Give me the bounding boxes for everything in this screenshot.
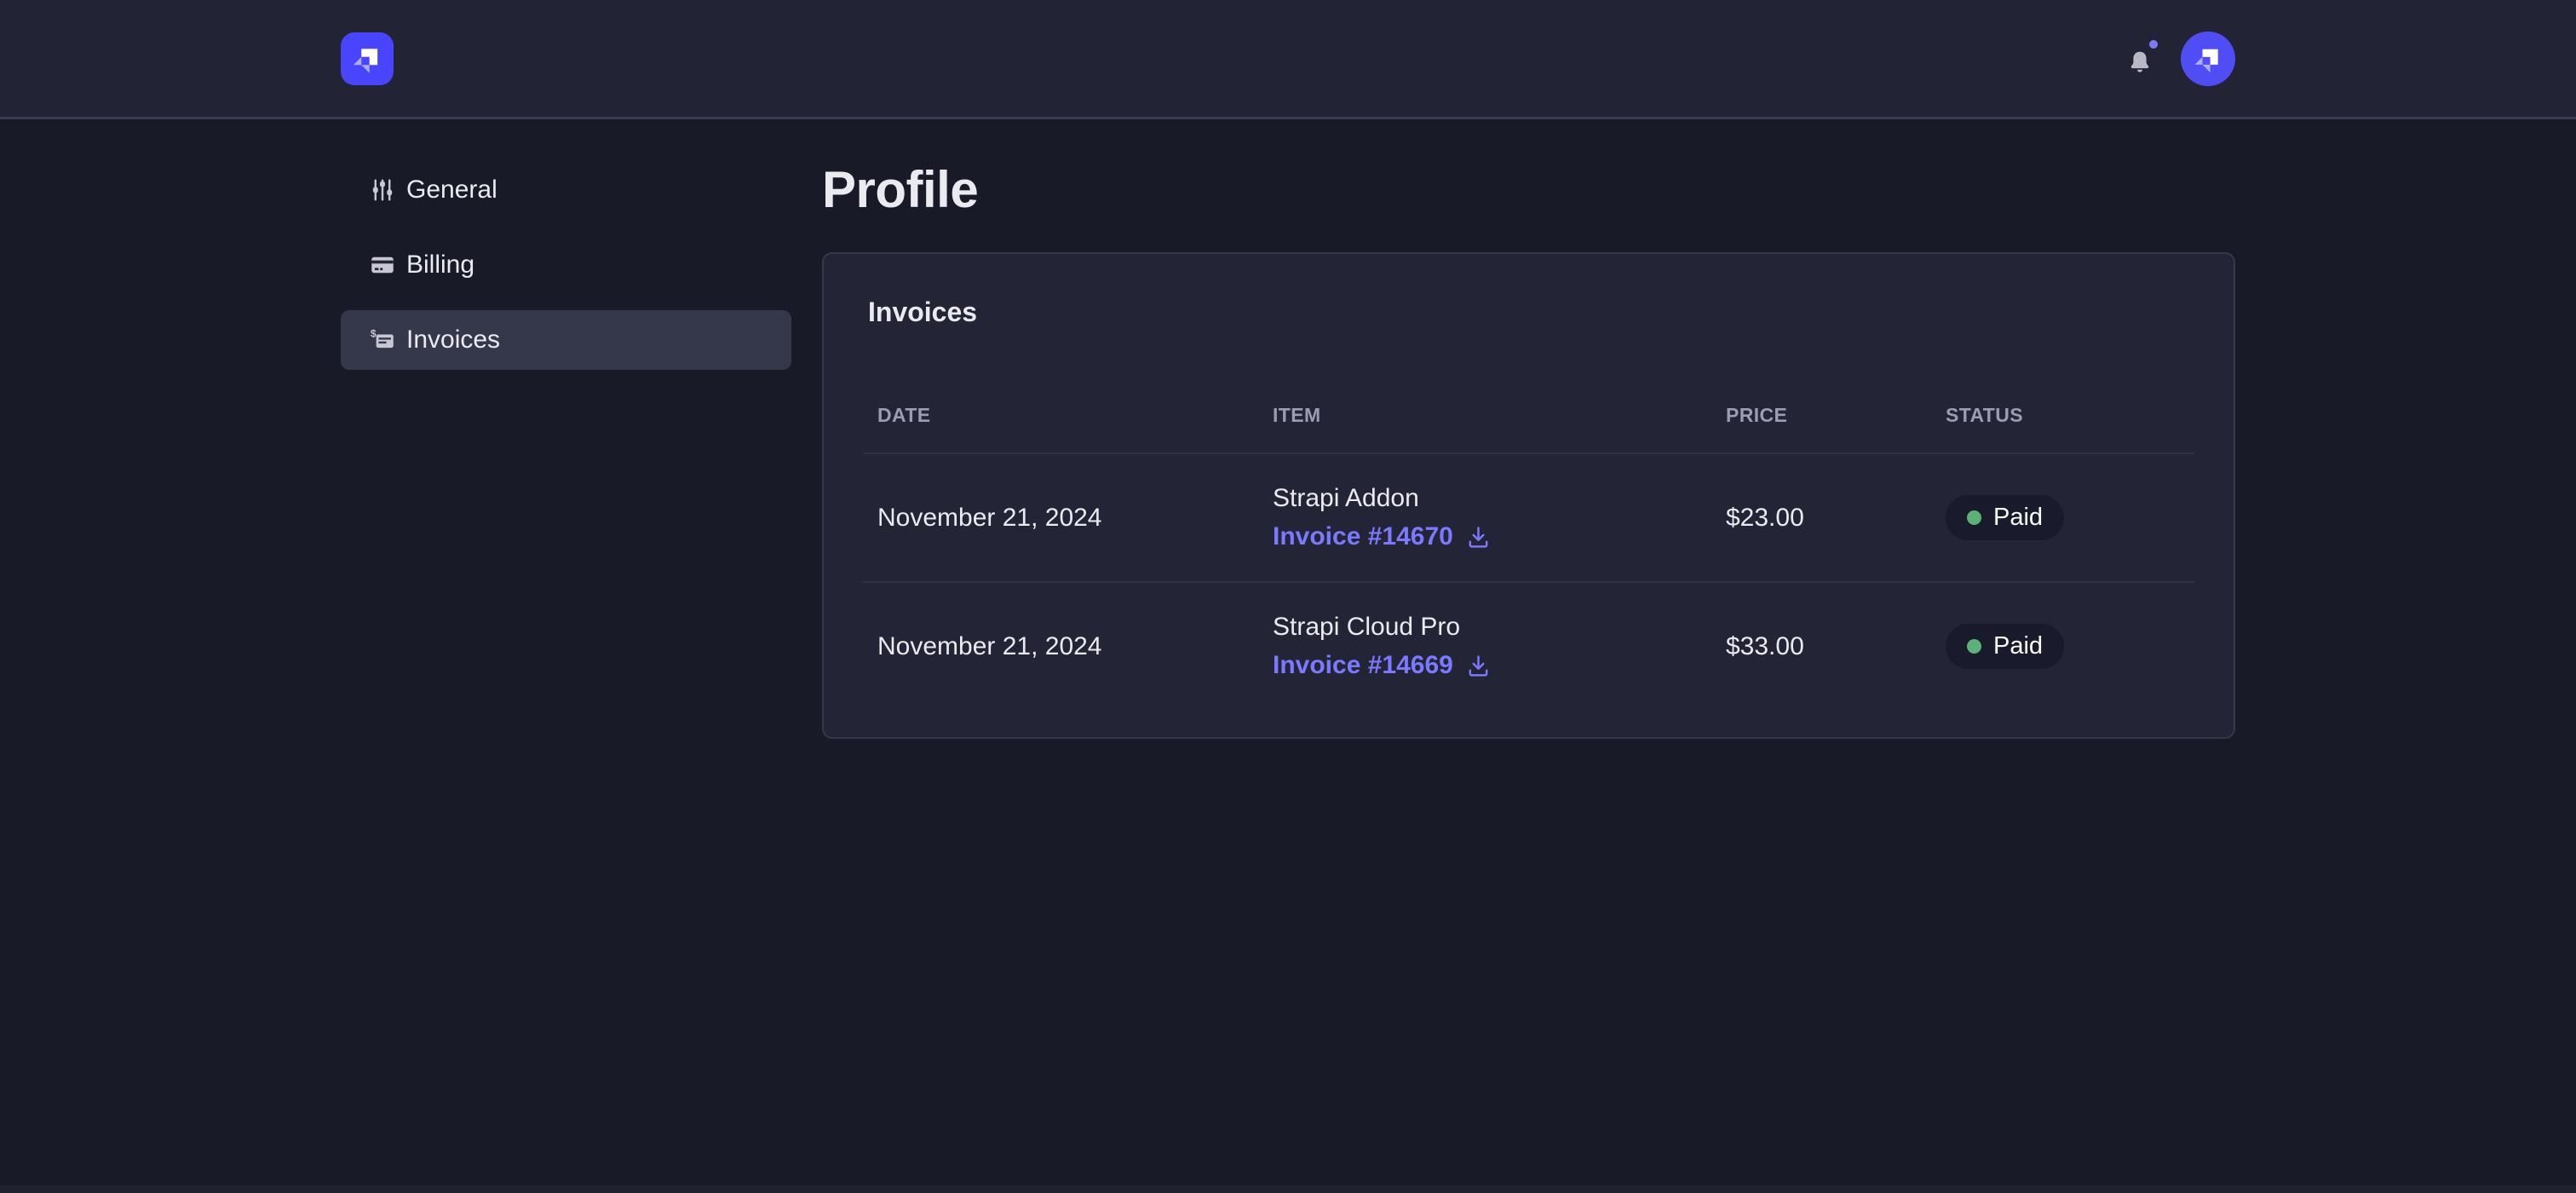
status-label: Paid — [1993, 504, 2044, 531]
invoice-icon: $ — [368, 326, 397, 354]
invoices-card: Invoices Date Item Price Status November… — [822, 252, 2235, 739]
invoice-date: November 21, 2024 — [863, 453, 1258, 583]
invoice-item-name: Strapi Cloud Pro — [1273, 613, 1461, 641]
column-header-price: Price — [1711, 329, 1931, 454]
status-label: Paid — [1993, 632, 2044, 660]
sidebar-item-label: Billing — [406, 251, 475, 279]
settings-sidebar: General Billing $ — [341, 160, 791, 739]
status-dot-icon — [1967, 639, 1981, 654]
sidebar-item-invoices[interactable]: $ Invoices — [341, 310, 791, 370]
strapi-logo[interactable] — [341, 32, 394, 85]
status-badge: Paid — [1946, 495, 2065, 540]
invoice-price: $23.00 — [1711, 453, 1931, 583]
invoices-table: Date Item Price Status November 21, 2024… — [863, 329, 2194, 710]
invoice-download-link[interactable]: Invoice #14669 — [1273, 648, 1492, 683]
column-header-status: Status — [1931, 329, 2194, 454]
column-header-date: Date — [863, 329, 1258, 454]
download-icon — [1469, 526, 1488, 548]
download-icon — [1469, 654, 1488, 677]
sidebar-item-label: General — [406, 176, 497, 204]
sidebar-item-billing[interactable]: Billing — [341, 235, 791, 295]
window-bottom-edge — [0, 1185, 2576, 1193]
status-badge: Paid — [1946, 624, 2065, 669]
sidebar-item-general[interactable]: General — [341, 160, 791, 220]
table-row: November 21, 2024 Strapi Cloud Pro Invoi… — [863, 582, 2194, 710]
adjustments-icon — [368, 176, 397, 205]
sidebar-item-label: Invoices — [406, 326, 501, 354]
user-avatar[interactable] — [2181, 31, 2235, 86]
invoice-price: $33.00 — [1726, 631, 1804, 660]
unread-notification-dot — [2149, 39, 2158, 49]
notifications-button[interactable] — [2126, 39, 2158, 73]
bell-icon — [2130, 51, 2149, 72]
table-row: November 21, 2024 Strapi Addon Invoice #… — [863, 453, 2194, 583]
invoice-link-label: Invoice #14670 — [1273, 522, 1453, 550]
invoice-link-label: Invoice #14669 — [1273, 651, 1453, 679]
strapi-logo-icon — [353, 48, 378, 73]
invoice-item-name: Strapi Addon — [1273, 484, 1419, 512]
credit-card-icon — [368, 251, 397, 280]
status-dot-icon — [1967, 510, 1981, 525]
column-header-item: Item — [1258, 329, 1711, 454]
card-title: Invoices — [868, 297, 978, 327]
page-title: Profile — [822, 161, 979, 218]
svg-text:$: $ — [371, 328, 377, 340]
top-header — [0, 0, 2576, 119]
avatar-strapi-icon — [2194, 49, 2218, 72]
invoice-date: November 21, 2024 — [877, 631, 1102, 660]
invoice-download-link[interactable]: Invoice #14670 — [1273, 520, 1492, 554]
